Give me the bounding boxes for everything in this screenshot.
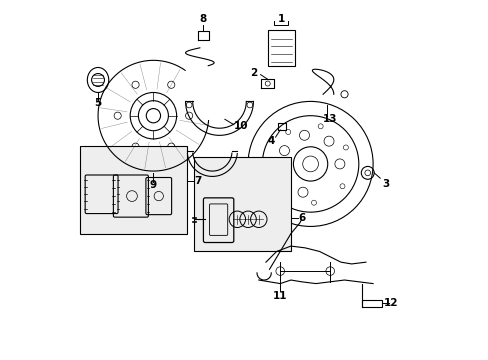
Bar	[267, 30, 294, 66]
Text: 11: 11	[272, 291, 287, 301]
Text: 8: 8	[200, 14, 206, 24]
Text: 10: 10	[233, 121, 248, 131]
Text: 7: 7	[194, 176, 202, 186]
Text: 2: 2	[249, 68, 257, 78]
Text: 9: 9	[149, 180, 157, 190]
Text: 3: 3	[381, 179, 388, 189]
Text: 13: 13	[322, 114, 337, 124]
Bar	[362, 300, 381, 307]
Text: 4: 4	[267, 136, 274, 146]
Text: 5: 5	[94, 98, 102, 108]
Bar	[80, 146, 187, 234]
Bar	[194, 157, 290, 251]
Text: 12: 12	[383, 298, 397, 308]
Text: 6: 6	[297, 213, 305, 223]
Text: 1: 1	[277, 14, 284, 24]
